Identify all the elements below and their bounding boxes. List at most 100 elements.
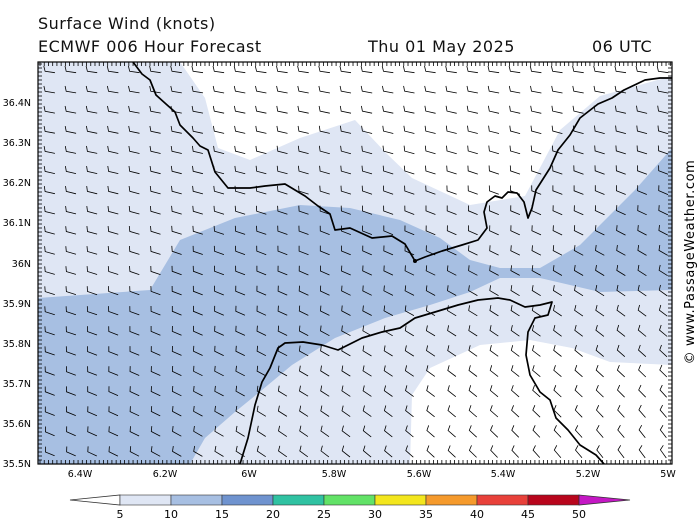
wind-barb xyxy=(44,326,55,336)
wind-barb xyxy=(128,85,140,94)
wind-barb xyxy=(213,245,225,255)
wind-barb xyxy=(508,65,521,74)
wind-barb xyxy=(445,65,457,74)
wind-barb xyxy=(340,185,352,195)
wind-barb xyxy=(170,165,182,175)
wind-barb xyxy=(192,145,203,154)
wind-barb xyxy=(362,205,373,215)
wind-barb xyxy=(530,85,542,94)
wind-barb xyxy=(339,85,352,94)
wind-barb xyxy=(489,365,499,377)
wind-barb xyxy=(106,65,119,74)
wind-barb xyxy=(614,65,627,74)
wind-barb xyxy=(447,325,457,337)
wind-barb xyxy=(362,285,372,296)
wind-barb xyxy=(171,205,182,215)
wind-barb xyxy=(638,445,646,459)
wind-barb xyxy=(298,165,309,175)
wind-barb xyxy=(212,85,225,94)
wind-barb xyxy=(64,65,77,74)
wind-barb xyxy=(193,365,203,377)
wind-barb xyxy=(212,65,225,74)
wind-barb xyxy=(235,425,245,437)
wind-barb xyxy=(531,185,542,195)
wind-barb xyxy=(64,126,77,134)
legend-label-50: 50 xyxy=(572,508,586,521)
wind-barb xyxy=(447,405,456,418)
wind-barb xyxy=(532,425,541,438)
wind-barb xyxy=(214,445,224,457)
wind-barb xyxy=(87,346,98,356)
wind-barb xyxy=(658,165,669,175)
wind-barb xyxy=(318,105,330,114)
wind-barb xyxy=(44,206,55,215)
wind-barb xyxy=(617,445,625,459)
wind-barb xyxy=(510,365,520,377)
wind-barb xyxy=(595,344,604,357)
legend-label-30: 30 xyxy=(368,508,382,521)
legend-swatch-15-20 xyxy=(221,494,274,506)
wind-barb xyxy=(341,225,351,235)
wind-barb xyxy=(404,305,415,316)
wind-barb xyxy=(509,145,521,155)
wind-barb xyxy=(488,185,499,195)
wind-barb xyxy=(299,385,309,397)
wind-barb xyxy=(446,145,457,155)
wind-barb xyxy=(574,285,584,297)
wind-barb xyxy=(531,305,541,317)
wind-barb xyxy=(149,185,161,195)
wind-barb xyxy=(256,205,267,215)
wind-barb xyxy=(277,205,288,215)
wind-barb xyxy=(615,125,627,134)
wind-barb xyxy=(636,145,648,155)
wind-barb xyxy=(108,386,119,396)
wind-barb xyxy=(192,165,203,175)
wind-barb xyxy=(255,85,267,94)
wind-barb xyxy=(64,85,77,94)
wind-barb xyxy=(405,445,414,458)
wind-barb xyxy=(129,306,140,316)
wind-barb xyxy=(574,305,584,317)
wind-barb xyxy=(511,425,520,438)
wind-barb xyxy=(277,225,288,235)
wind-barb xyxy=(595,285,605,297)
wind-barb xyxy=(149,125,161,134)
wind-barb xyxy=(424,65,436,74)
wind-barb xyxy=(297,85,309,94)
wind-barb xyxy=(193,385,203,397)
wind-barb xyxy=(529,65,542,74)
wind-barb xyxy=(487,65,500,74)
wind-barb xyxy=(108,286,119,296)
wind-barb xyxy=(128,185,140,195)
wind-barb xyxy=(403,125,415,134)
wind-barb xyxy=(256,345,267,357)
wind-barb xyxy=(150,406,161,417)
wind-barb xyxy=(86,246,98,255)
wind-barb xyxy=(468,425,477,438)
wind-barb xyxy=(552,205,563,216)
wind-barb xyxy=(128,205,140,215)
wind-barb xyxy=(108,306,119,316)
wind-barb xyxy=(341,365,351,377)
wind-barb xyxy=(381,65,394,74)
wind-barb xyxy=(340,145,352,155)
wind-barb xyxy=(361,145,373,155)
wind-barb xyxy=(488,105,500,114)
wind-barb xyxy=(446,245,457,256)
wind-barb xyxy=(531,165,542,175)
wind-barb xyxy=(318,65,330,74)
legend-label-40: 40 xyxy=(470,508,484,521)
wind-barb xyxy=(87,406,98,417)
legend-label-15: 15 xyxy=(215,508,229,521)
wind-barb xyxy=(426,365,436,377)
wind-barb xyxy=(150,446,161,457)
wind-barb xyxy=(44,226,55,235)
wind-barb xyxy=(150,265,161,275)
wind-barb xyxy=(425,225,436,236)
wind-barb xyxy=(191,105,204,114)
wind-barb xyxy=(320,405,330,417)
wind-barb xyxy=(658,264,668,277)
wind-barb xyxy=(657,85,669,94)
wind-barb xyxy=(362,245,372,256)
wind-barb xyxy=(254,65,267,74)
